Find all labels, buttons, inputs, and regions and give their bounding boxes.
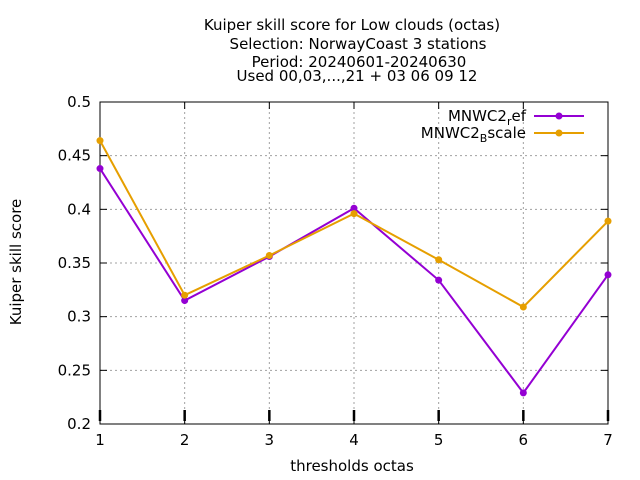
series-2-point	[265, 251, 273, 259]
y-tick-label: 0.4	[67, 200, 91, 218]
series-group	[96, 137, 612, 397]
x-tick-label: 1	[95, 431, 105, 449]
title-line-2: Selection: NorwayCoast 3 stations	[230, 35, 487, 53]
series-2-point	[96, 137, 104, 145]
x-tick-label: 3	[265, 431, 275, 449]
series-1-point	[435, 276, 443, 284]
title-line-1: Kuiper skill score for Low clouds (octas…	[204, 16, 500, 34]
y-tick-label: 0.2	[67, 415, 91, 433]
y-tick-label: 0.35	[58, 254, 91, 272]
series-1-point	[519, 389, 527, 397]
series-2-point	[519, 303, 527, 311]
y-tick-label: 0.45	[58, 147, 91, 165]
legend-marker-1	[555, 112, 563, 120]
axis-ticks: 0.2 0.25 0.3 0.35 0.4 0.45 0.5 1 2 3 4 5 6 7	[58, 93, 613, 449]
series-2-point	[435, 256, 443, 264]
grid	[100, 102, 608, 424]
series-2-point	[350, 210, 358, 218]
y-tick-label: 0.25	[58, 361, 91, 379]
chart-title: Kuiper skill score for Low clouds (octas…	[204, 16, 500, 85]
x-tick-label: 4	[349, 431, 359, 449]
series-1-point	[181, 297, 189, 305]
x-tick-label: 5	[434, 431, 444, 449]
y-tick-label: 0.3	[67, 308, 91, 326]
title-line-4: Used 00,03,...,21 + 03 06 09 12	[237, 67, 478, 85]
series-1-point	[604, 271, 612, 279]
y-tick-label: 0.5	[67, 93, 91, 111]
series-1-point	[350, 204, 358, 212]
series-1-point	[96, 165, 104, 173]
legend-marker-2	[555, 129, 563, 137]
x-tick-label: 7	[603, 431, 613, 449]
y-axis-label: Kuiper skill score	[7, 199, 25, 326]
series-2-point	[181, 291, 189, 299]
x-axis-label: thresholds octas	[290, 457, 414, 475]
title-line-3: Period: 20240601-20240630	[252, 53, 467, 71]
series-2-point	[604, 217, 612, 225]
legend-label-1: MNWC2ref	[448, 107, 527, 128]
x-tick-label: 2	[180, 431, 190, 449]
x-tick-label: 6	[519, 431, 529, 449]
legend-label-2: MNWC2Bscale	[421, 124, 526, 145]
